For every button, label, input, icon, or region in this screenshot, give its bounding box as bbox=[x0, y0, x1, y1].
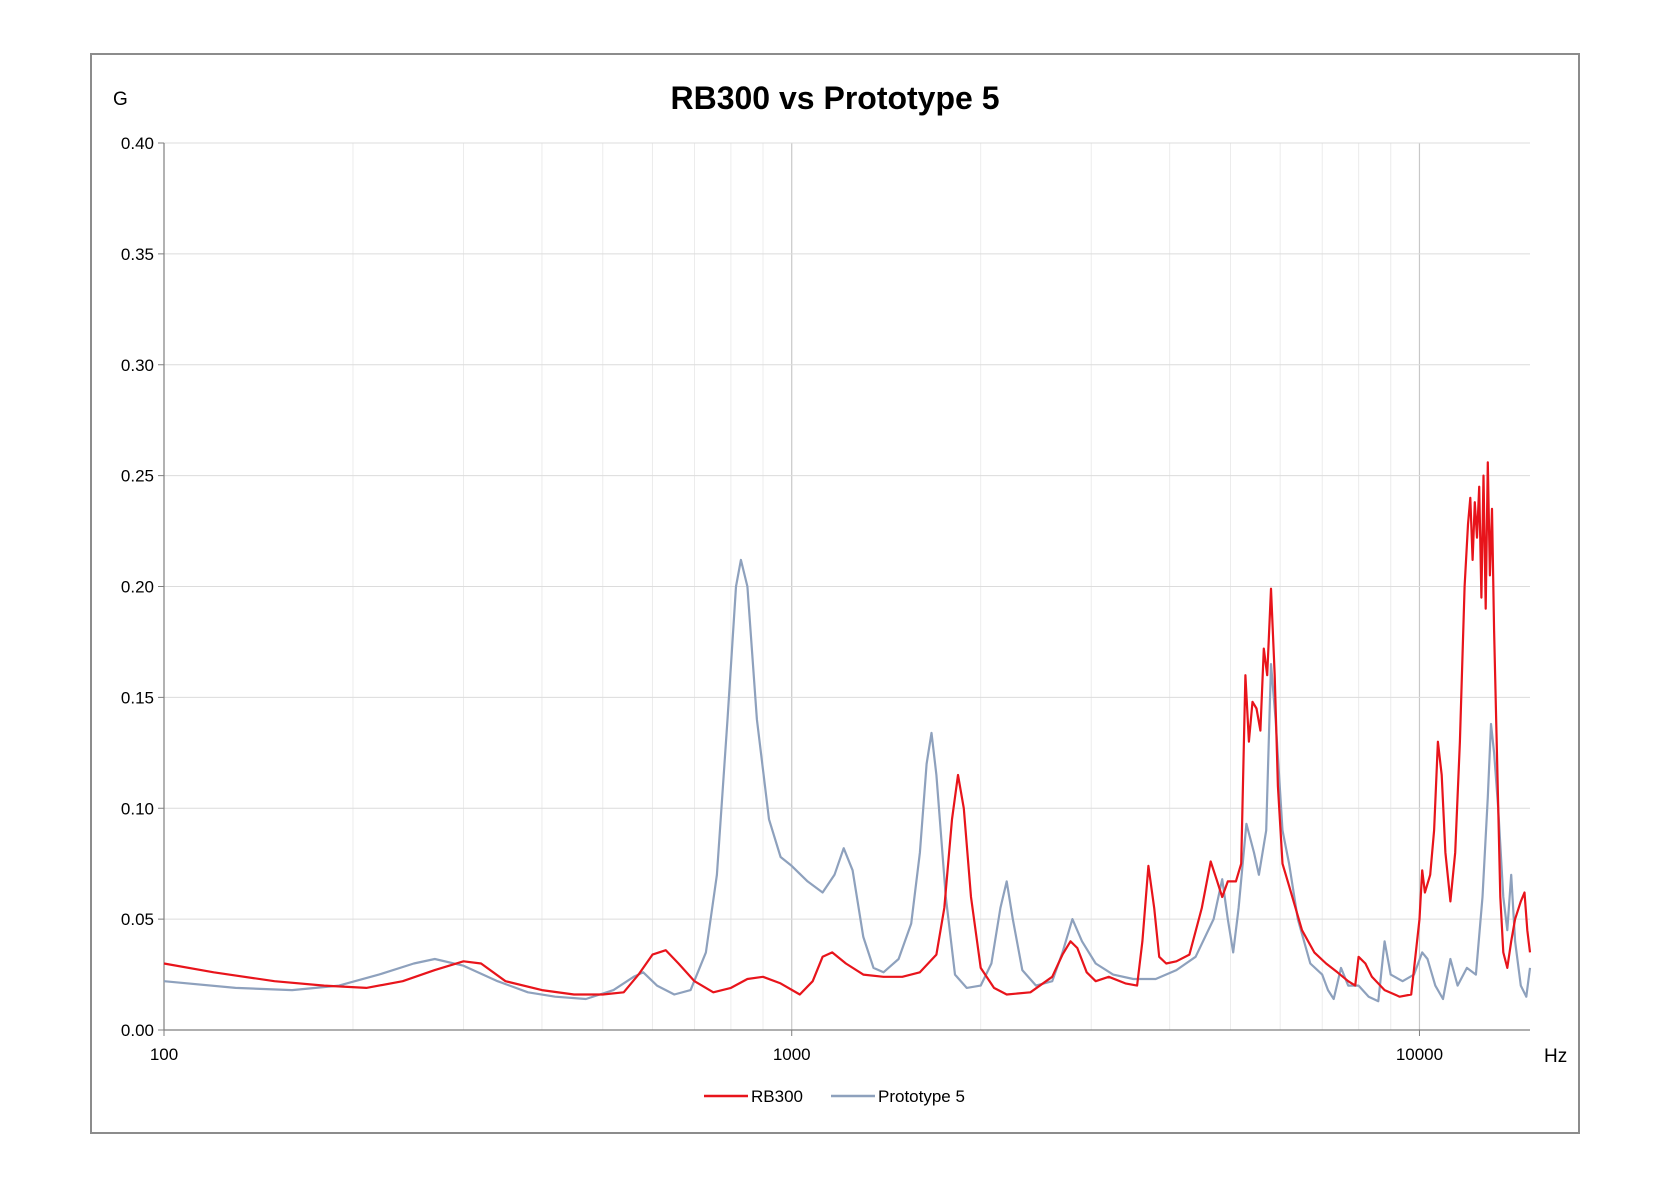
y-tick-label: 0.35 bbox=[121, 245, 154, 264]
x-axis-unit: Hz bbox=[1544, 1046, 1567, 1067]
axis-layer bbox=[158, 142, 1530, 1036]
y-axis-unit: G bbox=[113, 89, 128, 110]
x-tick-label: 100 bbox=[150, 1045, 178, 1064]
x-tick-label: 10000 bbox=[1396, 1045, 1443, 1064]
y-tick-label: 0.40 bbox=[121, 134, 154, 153]
y-tick-label: 0.20 bbox=[121, 578, 154, 597]
y-tick-label: 0.05 bbox=[121, 910, 154, 929]
chart-frame: RB300 vs Prototype 5 G Hz 0.00 0.05 0.10 0.… bbox=[90, 53, 1580, 1134]
chart-title: RB300 vs Prototype 5 bbox=[670, 80, 999, 116]
series-layer bbox=[163, 461, 1532, 1003]
series-line-rb300 bbox=[163, 461, 1532, 998]
grid-layer bbox=[164, 142, 1530, 1031]
y-tick-label: 0.25 bbox=[121, 467, 154, 486]
legend-label-rb300: RB300 bbox=[751, 1087, 803, 1106]
tick-labels: 0.00 0.05 0.10 0.15 0.20 0.25 0.30 0.35 0.40 100 1… bbox=[121, 134, 1443, 1064]
y-tick-label: 0.10 bbox=[121, 799, 154, 818]
series-line-prototype-5 bbox=[163, 558, 1532, 1003]
y-tick-label: 0.00 bbox=[121, 1021, 154, 1040]
chart-svg: RB300 vs Prototype 5 G Hz 0.000.050.100.… bbox=[113, 80, 1567, 1106]
y-tick-label: 0.15 bbox=[121, 688, 154, 707]
x-tick-label: 1000 bbox=[773, 1045, 811, 1064]
legend-label-prototype-5: Prototype 5 bbox=[878, 1087, 965, 1106]
y-tick-label: 0.30 bbox=[121, 356, 154, 375]
legend: RB300 Prototype 5 bbox=[704, 1087, 965, 1106]
